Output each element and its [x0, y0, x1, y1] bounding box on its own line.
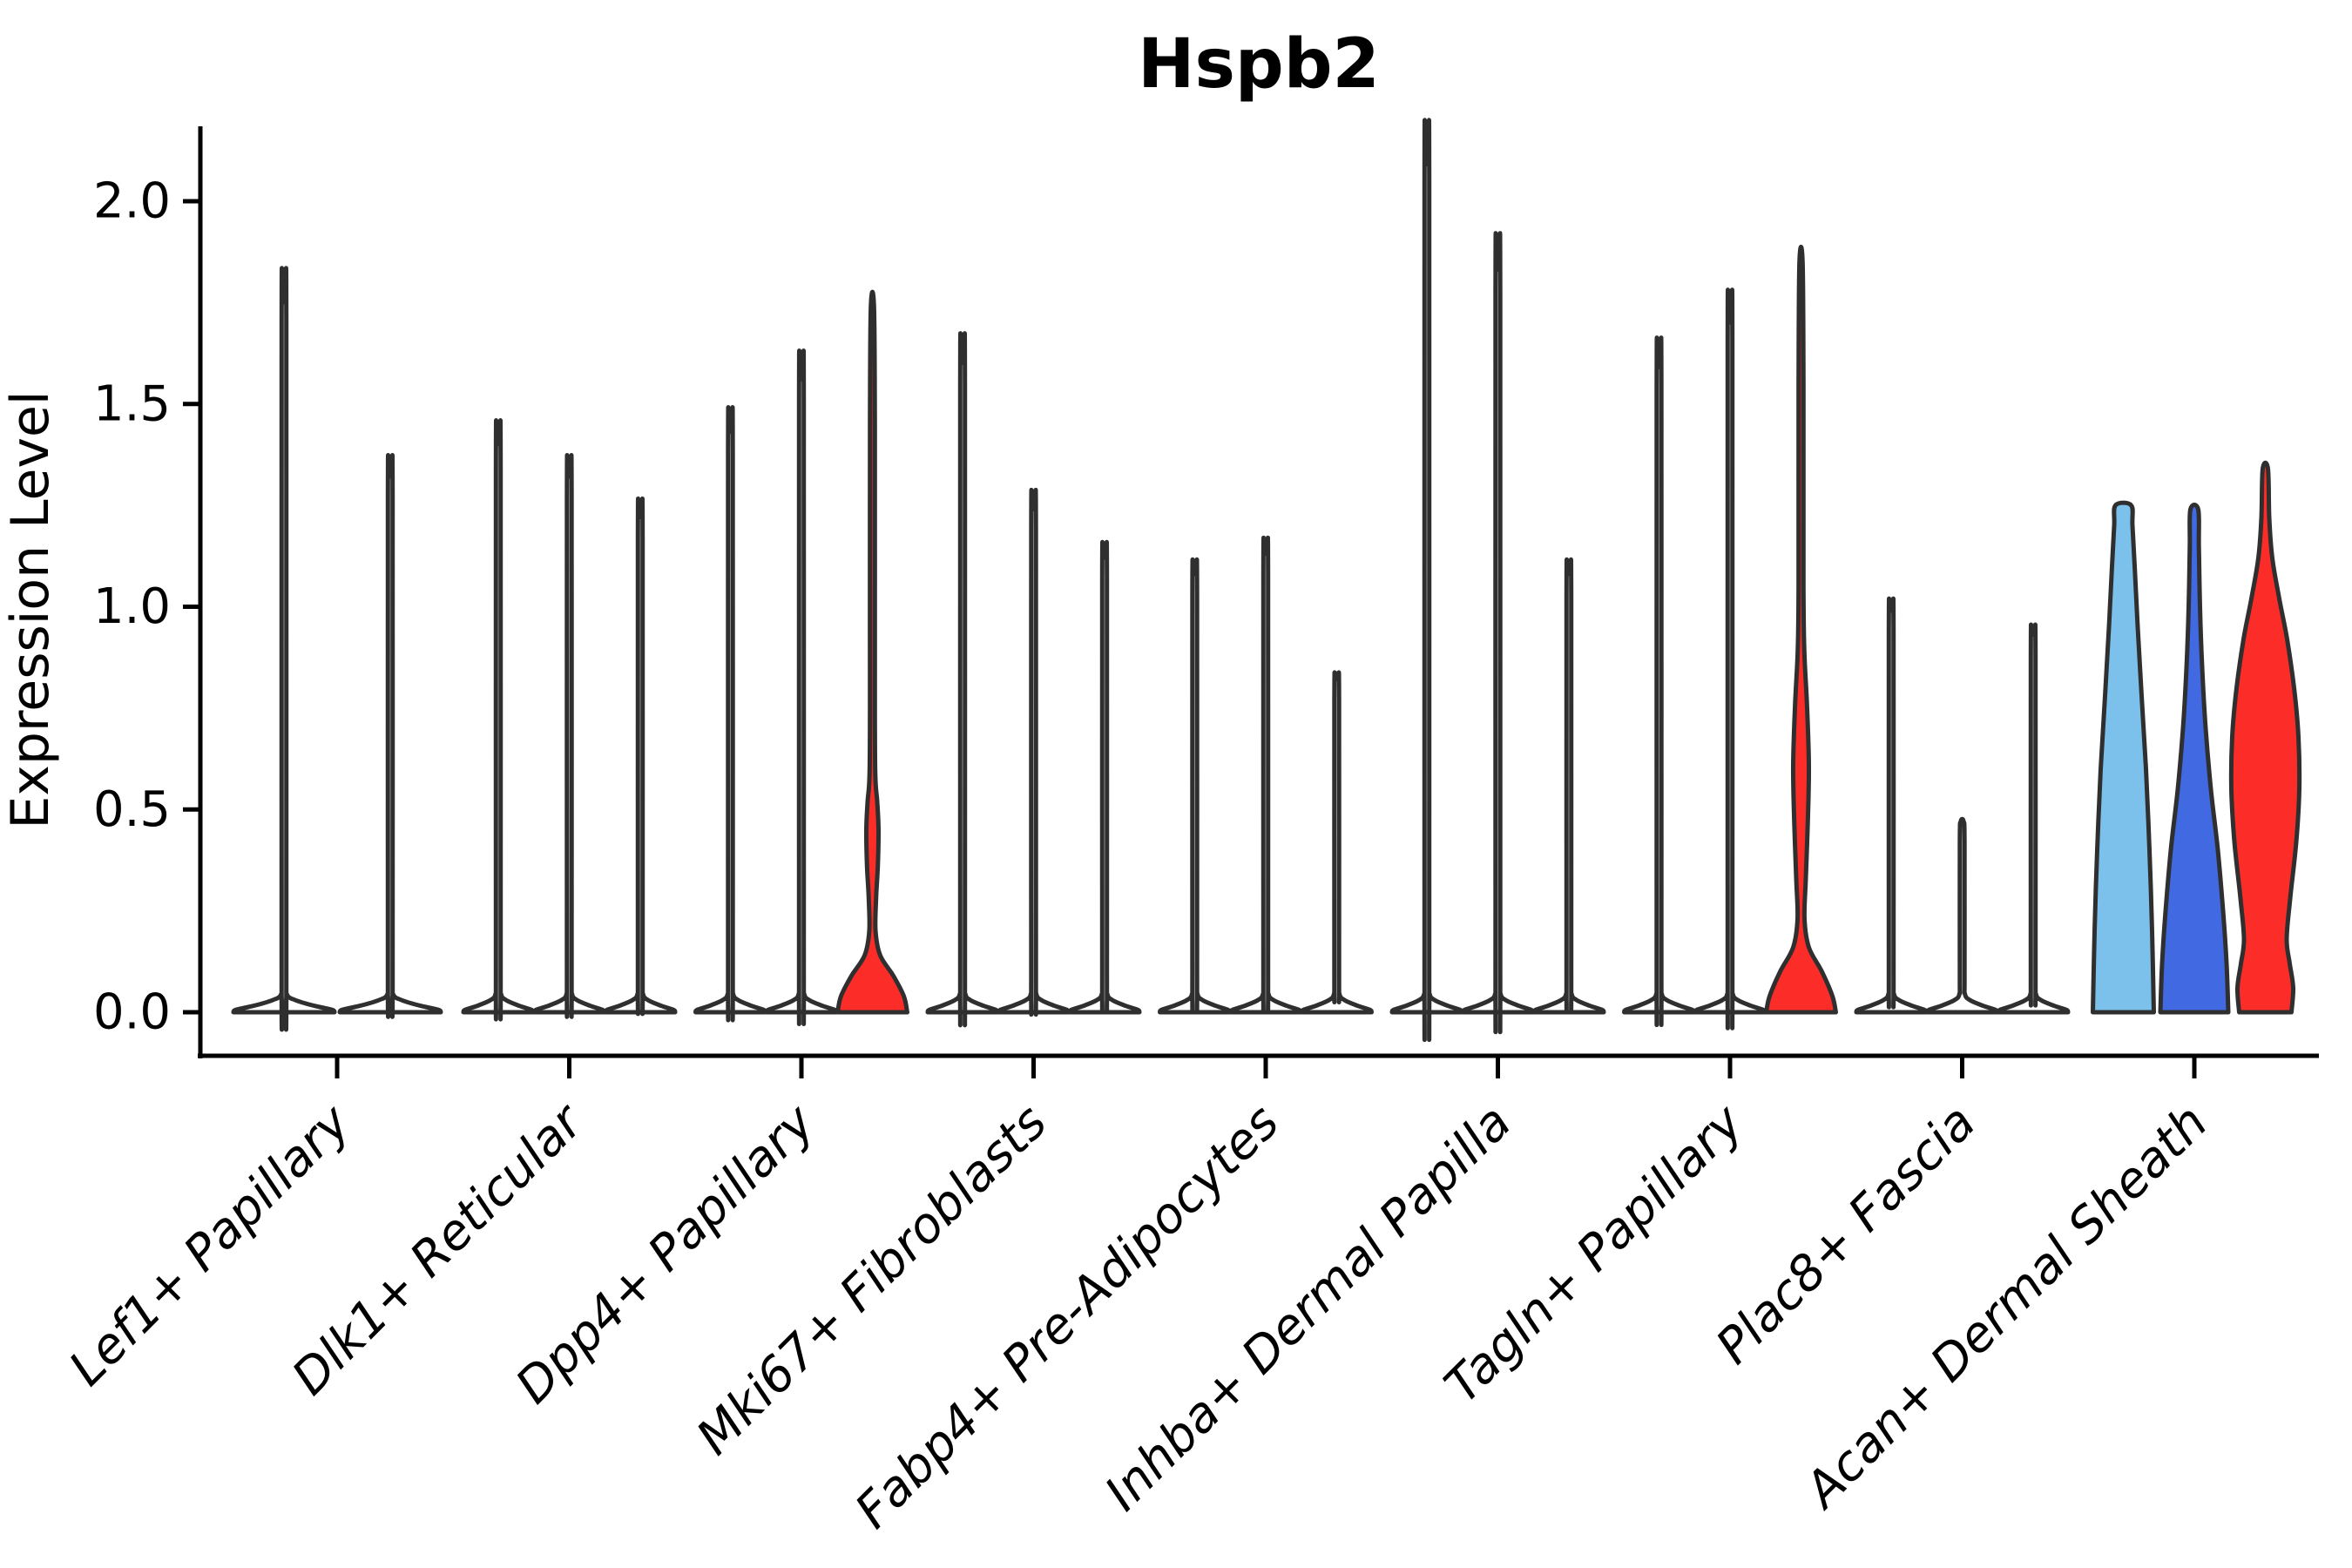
x-tick-label: Inhba+ Dermal Papilla: [1094, 1094, 1522, 1522]
violin: [1300, 670, 1374, 1015]
y-axis-ticks: 0.0 0.5 1.0 1.5 2.0: [93, 173, 199, 1041]
violin: [1693, 287, 1767, 1031]
violin: [693, 405, 767, 1023]
violin: [835, 289, 909, 1015]
chart-title: Hspb2: [1138, 25, 1380, 104]
violin: [337, 453, 443, 1019]
violin: [1764, 244, 1838, 1015]
y-tick-label: 2.0: [93, 173, 171, 230]
violin: [2091, 500, 2156, 1015]
violin: [1158, 557, 1232, 1015]
y-tick-label: 0.0: [93, 984, 171, 1041]
violin: [997, 487, 1071, 1017]
violin: [2228, 460, 2302, 1015]
violin: [1067, 539, 1142, 1015]
y-tick-label: 0.5: [93, 781, 171, 838]
violin: [1622, 335, 1696, 1027]
violin: [603, 496, 678, 1017]
y-axis-label: Expression Level: [0, 390, 61, 828]
violin: [1228, 535, 1303, 1015]
violin: [925, 331, 1000, 1028]
y-tick-label: 1.5: [93, 375, 171, 432]
violins-layer: [231, 118, 2302, 1042]
violin: [2158, 503, 2231, 1015]
violin: [764, 348, 839, 1026]
violin: [1925, 816, 1999, 1015]
x-tick-label: Fabp4+ Pre-Adipocytes: [845, 1094, 1290, 1539]
violin: [461, 418, 536, 1022]
violin: [231, 266, 337, 1032]
violin: [532, 453, 606, 1019]
violin: [1996, 622, 2071, 1015]
y-tick-label: 1.0: [93, 578, 171, 635]
x-tick-label: Acan+ Dermal Sheath: [1793, 1094, 2219, 1520]
violin: [1461, 231, 1535, 1035]
violin: [1531, 557, 1606, 1015]
violin: [1854, 596, 1929, 1015]
violin: [1389, 118, 1464, 1042]
